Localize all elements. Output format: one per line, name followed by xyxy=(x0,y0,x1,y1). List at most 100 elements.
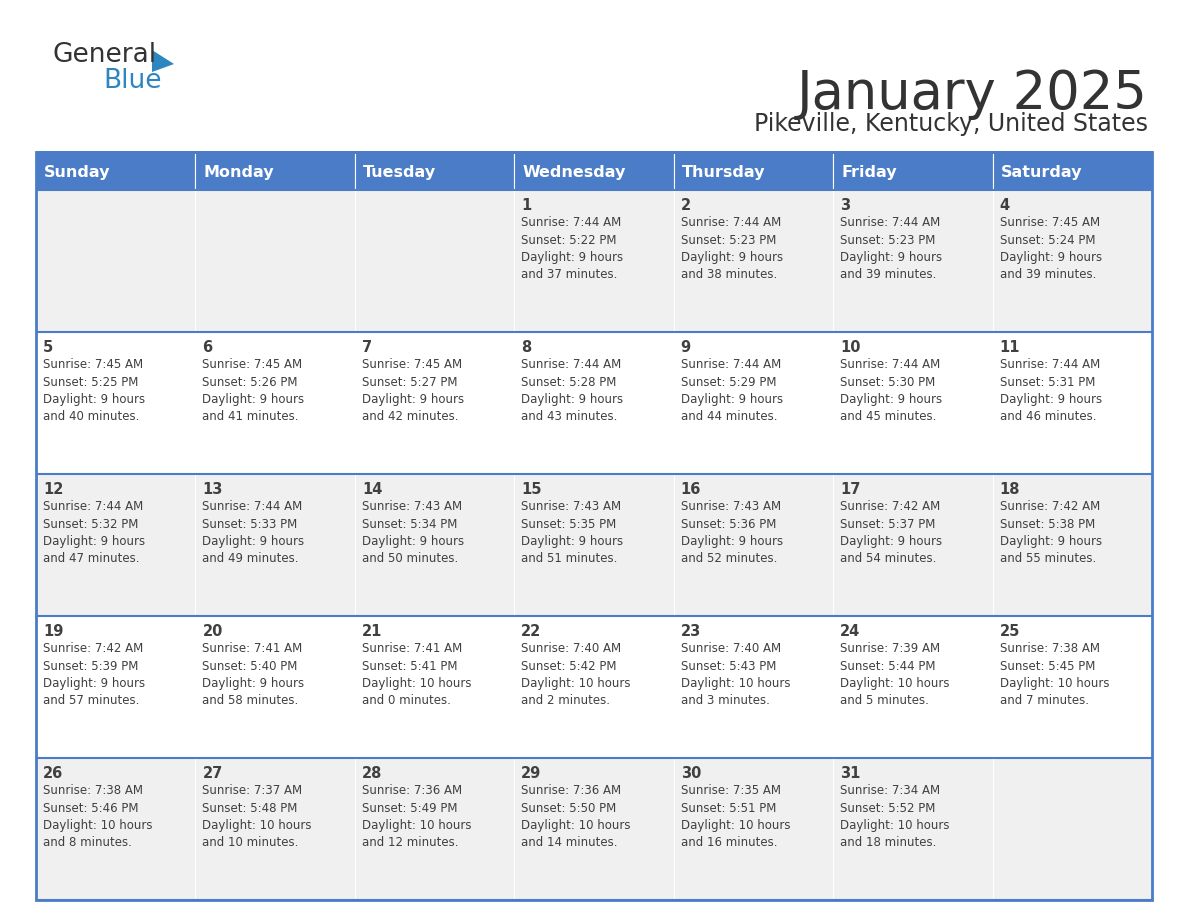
Text: 1: 1 xyxy=(522,198,531,213)
Text: Sunrise: 7:44 AM
Sunset: 5:32 PM
Daylight: 9 hours
and 47 minutes.: Sunrise: 7:44 AM Sunset: 5:32 PM Dayligh… xyxy=(43,500,145,565)
Text: Sunrise: 7:36 AM
Sunset: 5:49 PM
Daylight: 10 hours
and 12 minutes.: Sunrise: 7:36 AM Sunset: 5:49 PM Dayligh… xyxy=(362,784,472,849)
Text: 17: 17 xyxy=(840,482,860,497)
Text: Sunrise: 7:44 AM
Sunset: 5:30 PM
Daylight: 9 hours
and 45 minutes.: Sunrise: 7:44 AM Sunset: 5:30 PM Dayligh… xyxy=(840,358,942,423)
Text: Sunrise: 7:39 AM
Sunset: 5:44 PM
Daylight: 10 hours
and 5 minutes.: Sunrise: 7:39 AM Sunset: 5:44 PM Dayligh… xyxy=(840,642,949,708)
Bar xyxy=(196,152,355,190)
Bar xyxy=(992,190,1152,332)
Text: Thursday: Thursday xyxy=(682,164,765,180)
Text: Friday: Friday xyxy=(841,164,897,180)
Bar xyxy=(833,190,992,332)
Bar xyxy=(674,758,833,900)
Text: 28: 28 xyxy=(362,766,383,781)
Text: 15: 15 xyxy=(522,482,542,497)
Text: Sunrise: 7:45 AM
Sunset: 5:24 PM
Daylight: 9 hours
and 39 minutes.: Sunrise: 7:45 AM Sunset: 5:24 PM Dayligh… xyxy=(999,216,1101,282)
Text: Blue: Blue xyxy=(103,68,162,94)
Text: 9: 9 xyxy=(681,340,691,355)
Text: 19: 19 xyxy=(43,624,63,639)
Bar xyxy=(514,758,674,900)
Text: Tuesday: Tuesday xyxy=(362,164,436,180)
Text: 14: 14 xyxy=(362,482,383,497)
Text: Sunrise: 7:43 AM
Sunset: 5:35 PM
Daylight: 9 hours
and 51 minutes.: Sunrise: 7:43 AM Sunset: 5:35 PM Dayligh… xyxy=(522,500,624,565)
Bar xyxy=(833,474,992,616)
Text: Sunrise: 7:42 AM
Sunset: 5:38 PM
Daylight: 9 hours
and 55 minutes.: Sunrise: 7:42 AM Sunset: 5:38 PM Dayligh… xyxy=(999,500,1101,565)
Bar xyxy=(514,332,674,474)
Text: Sunrise: 7:36 AM
Sunset: 5:50 PM
Daylight: 10 hours
and 14 minutes.: Sunrise: 7:36 AM Sunset: 5:50 PM Dayligh… xyxy=(522,784,631,849)
Text: 27: 27 xyxy=(202,766,222,781)
Bar xyxy=(674,474,833,616)
Text: Sunrise: 7:45 AM
Sunset: 5:25 PM
Daylight: 9 hours
and 40 minutes.: Sunrise: 7:45 AM Sunset: 5:25 PM Dayligh… xyxy=(43,358,145,423)
Bar xyxy=(833,758,992,900)
Bar xyxy=(514,616,674,758)
Text: Sunrise: 7:35 AM
Sunset: 5:51 PM
Daylight: 10 hours
and 16 minutes.: Sunrise: 7:35 AM Sunset: 5:51 PM Dayligh… xyxy=(681,784,790,849)
Text: 3: 3 xyxy=(840,198,851,213)
Text: 22: 22 xyxy=(522,624,542,639)
Bar xyxy=(514,474,674,616)
Bar xyxy=(36,152,196,190)
Bar xyxy=(196,758,355,900)
Text: Saturday: Saturday xyxy=(1000,164,1082,180)
Bar xyxy=(992,616,1152,758)
Bar xyxy=(355,616,514,758)
Text: 18: 18 xyxy=(999,482,1020,497)
Text: Sunrise: 7:44 AM
Sunset: 5:28 PM
Daylight: 9 hours
and 43 minutes.: Sunrise: 7:44 AM Sunset: 5:28 PM Dayligh… xyxy=(522,358,624,423)
Text: Sunrise: 7:42 AM
Sunset: 5:39 PM
Daylight: 9 hours
and 57 minutes.: Sunrise: 7:42 AM Sunset: 5:39 PM Dayligh… xyxy=(43,642,145,708)
Text: 10: 10 xyxy=(840,340,860,355)
Text: Sunrise: 7:40 AM
Sunset: 5:42 PM
Daylight: 10 hours
and 2 minutes.: Sunrise: 7:40 AM Sunset: 5:42 PM Dayligh… xyxy=(522,642,631,708)
Text: Sunrise: 7:44 AM
Sunset: 5:23 PM
Daylight: 9 hours
and 39 minutes.: Sunrise: 7:44 AM Sunset: 5:23 PM Dayligh… xyxy=(840,216,942,282)
Text: 25: 25 xyxy=(999,624,1020,639)
Bar xyxy=(36,190,196,332)
Bar xyxy=(674,152,833,190)
Bar xyxy=(992,152,1152,190)
Text: 4: 4 xyxy=(999,198,1010,213)
Bar xyxy=(833,332,992,474)
Text: 12: 12 xyxy=(43,482,63,497)
Bar xyxy=(196,190,355,332)
Text: 13: 13 xyxy=(202,482,223,497)
Bar xyxy=(355,758,514,900)
Text: 8: 8 xyxy=(522,340,531,355)
Text: 29: 29 xyxy=(522,766,542,781)
Polygon shape xyxy=(152,50,173,72)
Text: 31: 31 xyxy=(840,766,860,781)
Text: 20: 20 xyxy=(202,624,223,639)
Text: Wednesday: Wednesday xyxy=(523,164,626,180)
Text: Sunrise: 7:41 AM
Sunset: 5:40 PM
Daylight: 9 hours
and 58 minutes.: Sunrise: 7:41 AM Sunset: 5:40 PM Dayligh… xyxy=(202,642,304,708)
Text: 23: 23 xyxy=(681,624,701,639)
Bar xyxy=(36,758,196,900)
Text: 2: 2 xyxy=(681,198,691,213)
Text: Sunrise: 7:40 AM
Sunset: 5:43 PM
Daylight: 10 hours
and 3 minutes.: Sunrise: 7:40 AM Sunset: 5:43 PM Dayligh… xyxy=(681,642,790,708)
Bar xyxy=(992,758,1152,900)
Text: Sunrise: 7:45 AM
Sunset: 5:26 PM
Daylight: 9 hours
and 41 minutes.: Sunrise: 7:45 AM Sunset: 5:26 PM Dayligh… xyxy=(202,358,304,423)
Bar xyxy=(355,152,514,190)
Text: 24: 24 xyxy=(840,624,860,639)
Text: 7: 7 xyxy=(362,340,372,355)
Bar xyxy=(992,474,1152,616)
Text: 5: 5 xyxy=(43,340,53,355)
Text: 6: 6 xyxy=(202,340,213,355)
Text: Sunrise: 7:44 AM
Sunset: 5:31 PM
Daylight: 9 hours
and 46 minutes.: Sunrise: 7:44 AM Sunset: 5:31 PM Dayligh… xyxy=(999,358,1101,423)
Bar xyxy=(196,474,355,616)
Text: 26: 26 xyxy=(43,766,63,781)
Text: Sunrise: 7:44 AM
Sunset: 5:33 PM
Daylight: 9 hours
and 49 minutes.: Sunrise: 7:44 AM Sunset: 5:33 PM Dayligh… xyxy=(202,500,304,565)
Text: Sunrise: 7:34 AM
Sunset: 5:52 PM
Daylight: 10 hours
and 18 minutes.: Sunrise: 7:34 AM Sunset: 5:52 PM Dayligh… xyxy=(840,784,949,849)
Bar xyxy=(514,152,674,190)
Bar xyxy=(36,616,196,758)
Bar xyxy=(833,616,992,758)
Bar xyxy=(674,190,833,332)
Text: Sunrise: 7:45 AM
Sunset: 5:27 PM
Daylight: 9 hours
and 42 minutes.: Sunrise: 7:45 AM Sunset: 5:27 PM Dayligh… xyxy=(362,358,465,423)
Text: Sunrise: 7:44 AM
Sunset: 5:23 PM
Daylight: 9 hours
and 38 minutes.: Sunrise: 7:44 AM Sunset: 5:23 PM Dayligh… xyxy=(681,216,783,282)
Text: Sunday: Sunday xyxy=(44,164,110,180)
Bar xyxy=(355,190,514,332)
Text: January 2025: January 2025 xyxy=(797,68,1148,120)
Bar xyxy=(674,332,833,474)
Bar xyxy=(196,616,355,758)
Text: General: General xyxy=(52,42,156,68)
Bar xyxy=(514,190,674,332)
Text: Sunrise: 7:44 AM
Sunset: 5:29 PM
Daylight: 9 hours
and 44 minutes.: Sunrise: 7:44 AM Sunset: 5:29 PM Dayligh… xyxy=(681,358,783,423)
Text: Sunrise: 7:42 AM
Sunset: 5:37 PM
Daylight: 9 hours
and 54 minutes.: Sunrise: 7:42 AM Sunset: 5:37 PM Dayligh… xyxy=(840,500,942,565)
Text: Sunrise: 7:38 AM
Sunset: 5:45 PM
Daylight: 10 hours
and 7 minutes.: Sunrise: 7:38 AM Sunset: 5:45 PM Dayligh… xyxy=(999,642,1110,708)
Text: Sunrise: 7:41 AM
Sunset: 5:41 PM
Daylight: 10 hours
and 0 minutes.: Sunrise: 7:41 AM Sunset: 5:41 PM Dayligh… xyxy=(362,642,472,708)
Text: Sunrise: 7:43 AM
Sunset: 5:34 PM
Daylight: 9 hours
and 50 minutes.: Sunrise: 7:43 AM Sunset: 5:34 PM Dayligh… xyxy=(362,500,465,565)
Text: Sunrise: 7:38 AM
Sunset: 5:46 PM
Daylight: 10 hours
and 8 minutes.: Sunrise: 7:38 AM Sunset: 5:46 PM Dayligh… xyxy=(43,784,152,849)
Bar xyxy=(36,474,196,616)
